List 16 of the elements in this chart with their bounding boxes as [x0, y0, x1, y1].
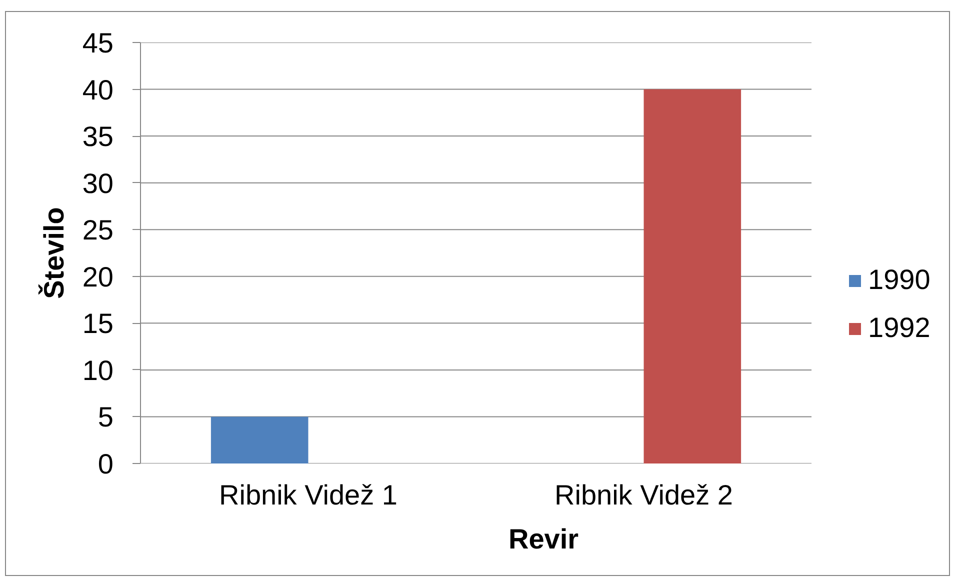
y-tick-label: 5	[98, 402, 114, 433]
y-tick-label: 20	[82, 261, 114, 292]
y-tick-label: 10	[82, 354, 114, 386]
y-axis-title: Število	[37, 207, 70, 299]
x-axis-title: Revir	[508, 524, 579, 554]
y-tick-label: 0	[98, 448, 114, 480]
y-tick-label: 35	[82, 121, 114, 152]
x-tick-label: Ribnik Videž 1	[219, 480, 398, 510]
legend-label: 1990	[868, 264, 930, 296]
x-tick-label: Ribnik Videž 2	[554, 480, 733, 510]
y-tick-label: 45	[82, 28, 114, 58]
y-tick-label: 25	[82, 214, 114, 246]
y-tick-label: 30	[82, 168, 114, 199]
legend-label: 1992	[868, 312, 930, 344]
y-tick-label: 15	[82, 308, 114, 340]
y-tick-label: 40	[82, 74, 114, 106]
